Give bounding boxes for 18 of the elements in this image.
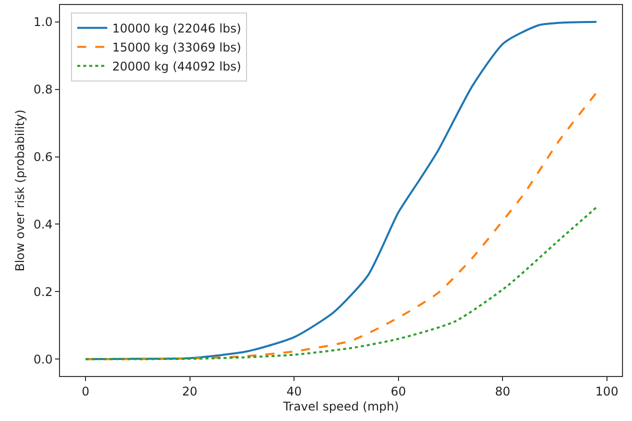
legend-label: 15000 kg (33069 lbs) [112, 40, 242, 55]
y-axis-title: Blow over risk (probability) [12, 110, 27, 272]
legend-label: 20000 kg (44092 lbs) [112, 60, 242, 74]
y-tick-label: 0.6 [34, 150, 53, 164]
y-tick-label: 0.0 [34, 352, 53, 366]
x-tick-label: 0 [82, 384, 90, 398]
y-tick-label: 0.8 [34, 82, 53, 97]
y-tick-label: 0.2 [34, 284, 53, 299]
legend-label: 10000 kg (22046 lbs) [112, 22, 242, 36]
line-series [84, 206, 598, 360]
x-tick-label: 80 [494, 384, 510, 398]
y-tick-label: 1.0 [34, 15, 53, 30]
x-tick-label: 20 [182, 384, 198, 398]
x-tick-label: 40 [286, 384, 302, 398]
x-tick-label: 60 [390, 384, 406, 398]
x-axis-title: Travel speed (mph) [282, 399, 399, 414]
x-tick-label: 100 [595, 384, 618, 398]
y-tick-label: 0.4 [34, 217, 53, 232]
